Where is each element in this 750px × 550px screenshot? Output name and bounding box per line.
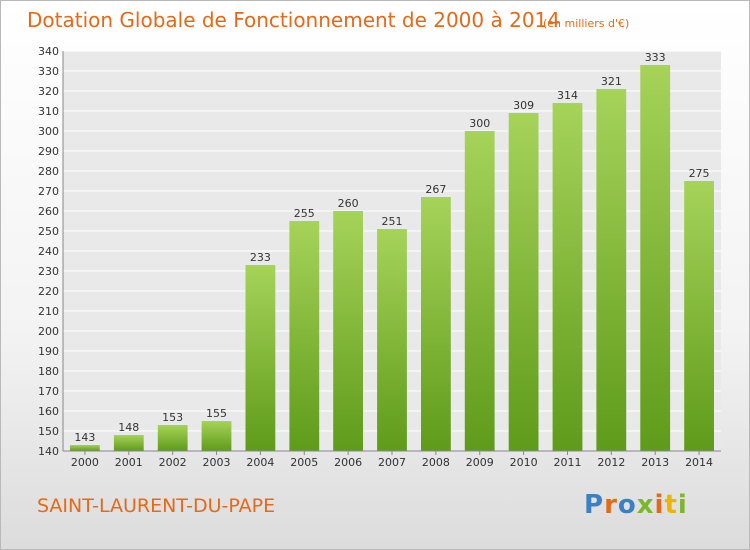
y-tick-label: 240 bbox=[38, 245, 59, 258]
x-tick-label: 2005 bbox=[290, 456, 318, 469]
x-tick-label: 2007 bbox=[378, 456, 406, 469]
data-label: 309 bbox=[513, 99, 534, 112]
bar bbox=[684, 181, 714, 451]
x-tick-label: 2013 bbox=[641, 456, 669, 469]
bars: 143 148 153 155 233 255 260 251 267 300 309 314 321 3… bbox=[70, 51, 714, 451]
x-tick-label: 2000 bbox=[71, 456, 99, 469]
y-axis: 140 150 160 170 180 190 200 210 220 230 240 250 260 2… bbox=[38, 45, 64, 458]
logo-letter: t bbox=[664, 490, 678, 520]
x-tick-label: 2011 bbox=[553, 456, 581, 469]
y-tick-label: 260 bbox=[38, 205, 59, 218]
x-tick-label: 2004 bbox=[246, 456, 274, 469]
bar bbox=[464, 131, 495, 451]
y-tick-label: 340 bbox=[38, 45, 59, 58]
logo-letter: P bbox=[584, 490, 605, 520]
chart-title: Dotation Globale de Fonctionnement de 20… bbox=[27, 8, 560, 32]
logo-letter: i bbox=[677, 490, 688, 520]
y-tick-label: 170 bbox=[38, 385, 59, 398]
data-label: 321 bbox=[601, 75, 622, 88]
data-label: 148 bbox=[118, 421, 139, 434]
data-label: 314 bbox=[557, 89, 578, 102]
bar bbox=[245, 265, 276, 451]
data-label: 143 bbox=[74, 431, 95, 444]
y-tick-label: 250 bbox=[38, 225, 59, 238]
data-label: 267 bbox=[425, 183, 446, 196]
bar bbox=[157, 425, 188, 451]
bar bbox=[289, 221, 320, 451]
bar bbox=[640, 65, 671, 451]
y-tick-label: 190 bbox=[38, 345, 59, 358]
x-tick-label: 2014 bbox=[685, 456, 713, 469]
logo-letter: i bbox=[654, 490, 665, 520]
y-tick-label: 160 bbox=[38, 405, 59, 418]
y-tick-label: 210 bbox=[38, 305, 59, 318]
y-tick-label: 330 bbox=[38, 65, 59, 78]
y-tick-label: 290 bbox=[38, 145, 59, 158]
proxiti-logo[interactable]: Proxiti bbox=[584, 490, 688, 520]
data-label: 260 bbox=[338, 197, 359, 210]
data-label: 300 bbox=[469, 117, 490, 130]
bar bbox=[70, 445, 100, 451]
logo-letter: r bbox=[604, 490, 618, 520]
bar bbox=[377, 229, 407, 451]
y-tick-label: 310 bbox=[38, 105, 59, 118]
bar bbox=[201, 421, 232, 451]
data-label: 233 bbox=[250, 251, 271, 264]
bar bbox=[508, 113, 539, 451]
x-axis: 2000 2001 2002 2003 2004 2005 2006 2007 2008 2009… bbox=[63, 450, 721, 469]
y-tick-label: 200 bbox=[38, 325, 59, 338]
data-label: 333 bbox=[645, 51, 666, 64]
bar bbox=[333, 211, 363, 451]
y-tick-label: 140 bbox=[38, 445, 59, 458]
logo-letter: o bbox=[617, 490, 637, 520]
y-tick-label: 230 bbox=[38, 265, 59, 278]
data-label: 153 bbox=[162, 411, 183, 424]
y-tick-label: 270 bbox=[38, 185, 59, 198]
x-tick-label: 2002 bbox=[159, 456, 187, 469]
x-tick-label: 2001 bbox=[115, 456, 143, 469]
data-label: 255 bbox=[294, 207, 315, 220]
chart-subtitle: (en milliers d'€) bbox=[543, 17, 630, 30]
commune-name: SAINT-LAURENT-DU-PAPE bbox=[37, 495, 276, 517]
x-tick-label: 2008 bbox=[422, 456, 450, 469]
y-tick-label: 300 bbox=[38, 125, 59, 138]
x-tick-label: 2003 bbox=[203, 456, 231, 469]
logo-letter: x bbox=[636, 490, 655, 520]
data-label: 155 bbox=[206, 407, 227, 420]
y-tick-label: 180 bbox=[38, 365, 59, 378]
x-tick-label: 2012 bbox=[597, 456, 625, 469]
bar bbox=[552, 103, 583, 451]
bar bbox=[421, 197, 451, 451]
y-tick-label: 220 bbox=[38, 285, 59, 298]
y-tick-label: 280 bbox=[38, 165, 59, 178]
x-tick-label: 2006 bbox=[334, 456, 362, 469]
bar bbox=[113, 435, 144, 451]
x-tick-label: 2010 bbox=[510, 456, 538, 469]
bar bbox=[596, 89, 627, 451]
y-tick-label: 150 bbox=[38, 425, 59, 438]
data-label: 251 bbox=[382, 215, 403, 228]
x-tick-label: 2009 bbox=[466, 456, 494, 469]
y-tick-label: 320 bbox=[38, 85, 59, 98]
data-label: 275 bbox=[689, 167, 710, 180]
